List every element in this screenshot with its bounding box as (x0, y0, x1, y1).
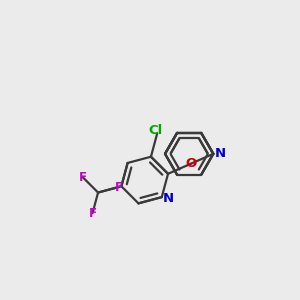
Text: F: F (88, 207, 97, 220)
Text: Cl: Cl (148, 124, 163, 137)
Text: O: O (186, 157, 197, 170)
Text: F: F (115, 181, 123, 194)
Text: N: N (163, 192, 174, 205)
Text: F: F (79, 171, 87, 184)
Text: N: N (215, 147, 226, 160)
